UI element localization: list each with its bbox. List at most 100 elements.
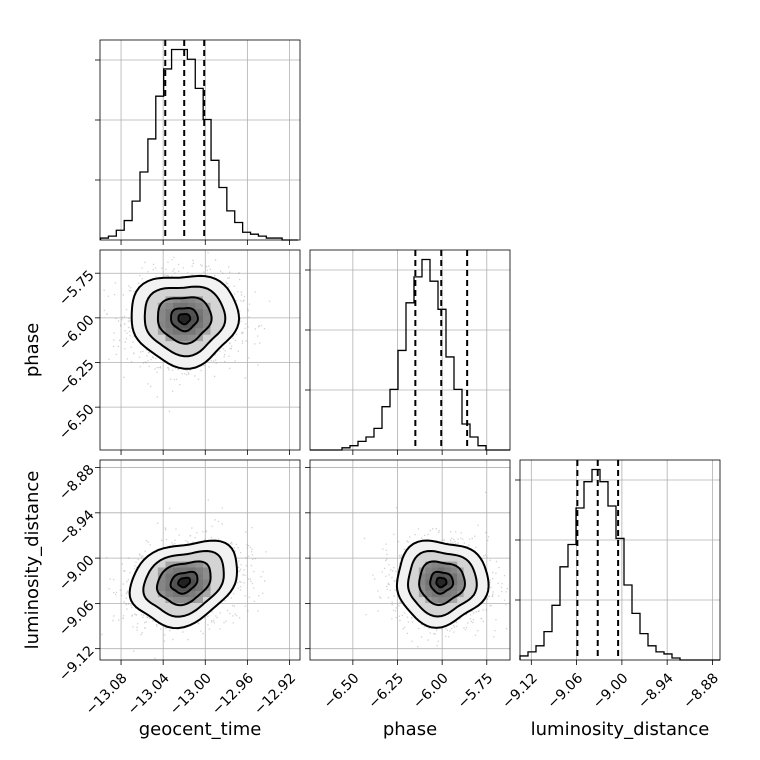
density-bin — [187, 309, 196, 316]
density-bin — [431, 567, 439, 574]
contour-core — [177, 576, 191, 589]
density-bin — [157, 321, 166, 329]
contour-2 — [143, 285, 227, 358]
contour-core — [435, 576, 448, 589]
density-bin — [203, 328, 211, 335]
panel-frame-0-2 — [99, 459, 301, 661]
density-bin — [157, 315, 166, 322]
xtick-label-luminosity-distance-1: −9.06 — [545, 670, 587, 712]
histogram-geocent-time — [99, 48, 298, 241]
density-bin — [157, 567, 166, 574]
density-bin — [180, 309, 188, 316]
density-bin — [187, 315, 196, 322]
ytick-label-phase-1: −6.25 — [56, 357, 98, 399]
panel-frame-luminosity-distance — [519, 459, 721, 661]
density-bin — [172, 315, 181, 322]
density-bin — [195, 309, 203, 316]
density-bin — [180, 597, 188, 603]
density-bin — [425, 561, 432, 568]
xtick-label-luminosity-distance-4: −8.88 — [680, 670, 722, 712]
density-bin — [203, 309, 211, 316]
density-content-0-2 — [101, 499, 267, 659]
density-bin — [450, 585, 458, 592]
xtick-label-luminosity-distance-3: −8.94 — [635, 670, 677, 712]
density-bin — [187, 579, 196, 586]
contour-1 — [156, 296, 213, 345]
y-axis-label-phase: phase — [22, 323, 43, 377]
density-bin — [187, 296, 196, 303]
x-axis-label-phase: phase — [383, 719, 437, 740]
ytick-label-luminosity-distance-0: −9.12 — [56, 643, 98, 685]
density-bin — [165, 579, 173, 586]
density-bin — [187, 302, 196, 310]
density-bin — [165, 591, 173, 598]
density-bin — [444, 573, 451, 580]
contour-1 — [155, 560, 212, 607]
density-bin — [444, 597, 451, 603]
xtick-label-geocent-time-4: −12.92 — [251, 670, 299, 718]
xtick-label-phase-1: −6.25 — [365, 670, 407, 712]
density-bin — [165, 573, 173, 580]
density-bin — [157, 579, 166, 586]
density-bin — [457, 579, 464, 586]
density-bin — [457, 573, 464, 580]
density-bin — [418, 579, 426, 586]
density-bin — [180, 315, 188, 322]
contour-0 — [170, 306, 199, 333]
density-bin — [187, 334, 196, 342]
ytick-label-phase-0: −6.50 — [56, 401, 98, 443]
density-bin — [157, 309, 166, 316]
density-bin — [418, 573, 426, 580]
contour-2 — [406, 549, 478, 618]
density-bin — [450, 597, 458, 603]
density-bin — [180, 302, 188, 310]
density-bin — [165, 321, 173, 329]
density-bin — [431, 597, 439, 603]
density-bin — [157, 585, 166, 592]
density-bin — [157, 302, 166, 310]
density-bin — [431, 591, 439, 598]
ytick-label-luminosity-distance-1: −9.06 — [56, 598, 98, 640]
panel-frame-1-2 — [309, 459, 511, 661]
density-bin — [187, 591, 196, 598]
hist-panel-geocent-time — [95, 39, 301, 241]
density-bin — [195, 579, 203, 586]
density-bin — [438, 561, 445, 568]
density-bin — [187, 321, 196, 329]
xtick-label-phase-2: −6.00 — [410, 670, 452, 712]
hist-panel-phase — [305, 249, 511, 451]
contour-0 — [429, 570, 455, 595]
density-bin — [187, 567, 196, 574]
xtick-label-geocent-time-1: −13.04 — [125, 670, 173, 718]
xtick-label-phase-0: −6.50 — [321, 670, 363, 712]
density-bin — [203, 567, 211, 574]
contour-3 — [395, 539, 490, 629]
density-panel-geocent-time-luminosity-distance — [99, 459, 301, 661]
density-bin — [450, 573, 458, 580]
contour-3 — [128, 539, 239, 630]
xtick-label-geocent-time-3: −12.96 — [209, 670, 257, 718]
density-bin — [203, 315, 211, 322]
density-bin — [438, 573, 445, 580]
density-bin — [425, 573, 432, 580]
density-bin — [431, 585, 439, 592]
density-bin — [172, 302, 181, 310]
xtick-label-luminosity-distance-2: −9.00 — [590, 670, 632, 712]
density-bin — [203, 591, 211, 598]
density-bin — [431, 579, 439, 586]
density-bin — [165, 309, 173, 316]
density-bin — [431, 561, 439, 568]
density-bin — [165, 567, 173, 574]
density-bin — [444, 567, 451, 574]
density-bin — [425, 585, 432, 592]
density-bin — [425, 567, 432, 574]
density-bin — [172, 597, 181, 603]
density-bin — [195, 561, 203, 568]
density-bin — [187, 328, 196, 335]
ytick-label-phase-2: −6.00 — [56, 312, 98, 354]
panel-frame-phase — [309, 249, 511, 451]
panel-frame-0-1 — [99, 249, 301, 451]
density-bin — [203, 579, 211, 586]
density-bin — [165, 302, 173, 310]
